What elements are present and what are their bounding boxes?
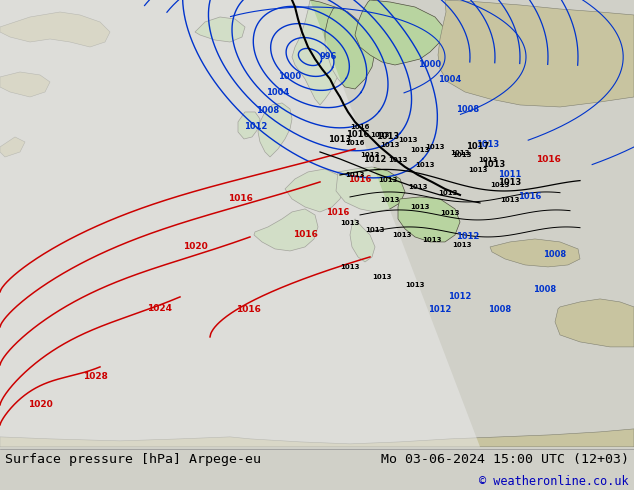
Polygon shape — [350, 219, 375, 262]
Polygon shape — [238, 112, 260, 139]
Text: 1012: 1012 — [448, 292, 472, 301]
Polygon shape — [258, 103, 292, 157]
Polygon shape — [355, 0, 445, 65]
Text: 1004: 1004 — [438, 75, 462, 84]
Text: 1013: 1013 — [408, 184, 428, 190]
Text: 1013: 1013 — [370, 132, 390, 138]
Text: 1016: 1016 — [351, 124, 370, 130]
Text: 1013: 1013 — [476, 140, 500, 149]
Text: 1013: 1013 — [380, 142, 400, 148]
Text: 1013: 1013 — [450, 150, 470, 156]
Text: 1013: 1013 — [377, 132, 399, 141]
Text: 1000: 1000 — [278, 72, 302, 81]
Text: 1020: 1020 — [28, 400, 53, 409]
Text: 1008: 1008 — [456, 105, 479, 114]
Text: 1013: 1013 — [340, 264, 359, 270]
Polygon shape — [398, 197, 460, 242]
Text: 1013: 1013 — [422, 237, 442, 243]
Text: 1013: 1013 — [378, 177, 398, 183]
Text: 1013: 1013 — [500, 197, 520, 203]
Text: 1008: 1008 — [488, 305, 512, 314]
Text: 1008: 1008 — [256, 106, 280, 115]
Text: 1012: 1012 — [244, 122, 268, 131]
Text: 1013: 1013 — [478, 157, 498, 163]
Text: 1013: 1013 — [388, 157, 408, 163]
Polygon shape — [490, 239, 580, 267]
Text: 1020: 1020 — [183, 243, 207, 251]
Text: 1013: 1013 — [490, 182, 510, 188]
Text: 1004: 1004 — [266, 88, 290, 97]
Text: 1013: 1013 — [380, 197, 400, 203]
Text: 1013: 1013 — [469, 167, 488, 173]
Text: 1016: 1016 — [348, 175, 372, 184]
Text: 1013: 1013 — [340, 220, 359, 226]
Polygon shape — [285, 169, 345, 212]
Polygon shape — [0, 429, 634, 447]
Text: Mo 03-06-2024 15:00 UTC (12+03): Mo 03-06-2024 15:00 UTC (12+03) — [381, 453, 629, 466]
Text: 1016: 1016 — [536, 155, 560, 164]
Text: 1013: 1013 — [392, 232, 411, 238]
Polygon shape — [325, 7, 375, 89]
Polygon shape — [336, 167, 405, 212]
Text: 1013: 1013 — [482, 160, 506, 169]
Text: 1016: 1016 — [346, 140, 365, 146]
Text: 1013: 1013 — [498, 178, 522, 187]
Text: 1028: 1028 — [82, 372, 107, 381]
Text: 1013: 1013 — [452, 242, 472, 248]
Text: 1012: 1012 — [429, 305, 451, 314]
Text: 1008: 1008 — [543, 250, 567, 259]
Polygon shape — [292, 0, 365, 105]
Text: 1013: 1013 — [425, 144, 444, 150]
Text: 1016: 1016 — [236, 305, 261, 314]
Text: 1016: 1016 — [327, 208, 350, 217]
Text: 1013: 1013 — [360, 152, 380, 158]
Polygon shape — [555, 299, 634, 347]
Text: 1024: 1024 — [148, 304, 172, 314]
Text: 1013: 1013 — [365, 227, 385, 233]
Text: 996: 996 — [320, 52, 337, 61]
Text: 1016: 1016 — [346, 130, 370, 139]
Text: 1016: 1016 — [519, 192, 541, 201]
Polygon shape — [0, 12, 110, 47]
Text: 1013: 1013 — [398, 137, 418, 143]
Text: Surface pressure [hPa] Arpege-eu: Surface pressure [hPa] Arpege-eu — [5, 453, 261, 466]
Text: 1012: 1012 — [456, 232, 480, 241]
Polygon shape — [0, 72, 50, 97]
Text: 1013: 1013 — [438, 190, 458, 196]
Polygon shape — [254, 209, 318, 251]
Text: 1013: 1013 — [410, 204, 430, 210]
Text: 1016: 1016 — [228, 195, 252, 203]
Text: © weatheronline.co.uk: © weatheronline.co.uk — [479, 475, 629, 488]
Polygon shape — [438, 0, 634, 107]
Polygon shape — [195, 17, 245, 42]
Text: 1013: 1013 — [452, 152, 472, 158]
Text: 1016: 1016 — [292, 230, 318, 239]
Polygon shape — [0, 0, 480, 447]
Text: 1013: 1013 — [346, 172, 365, 178]
Polygon shape — [0, 137, 25, 157]
Text: 1012: 1012 — [363, 155, 387, 164]
Text: 1013: 1013 — [372, 274, 392, 280]
Text: 1017: 1017 — [467, 142, 489, 151]
Text: 1013: 1013 — [440, 210, 460, 216]
Text: 1013: 1013 — [410, 147, 430, 153]
Text: 1008: 1008 — [533, 285, 557, 294]
Text: 1000: 1000 — [418, 60, 441, 69]
Text: 1013: 1013 — [415, 162, 435, 168]
Text: 1011: 1011 — [498, 170, 522, 179]
Text: 1013: 1013 — [328, 135, 352, 144]
Text: 1013: 1013 — [405, 282, 425, 288]
